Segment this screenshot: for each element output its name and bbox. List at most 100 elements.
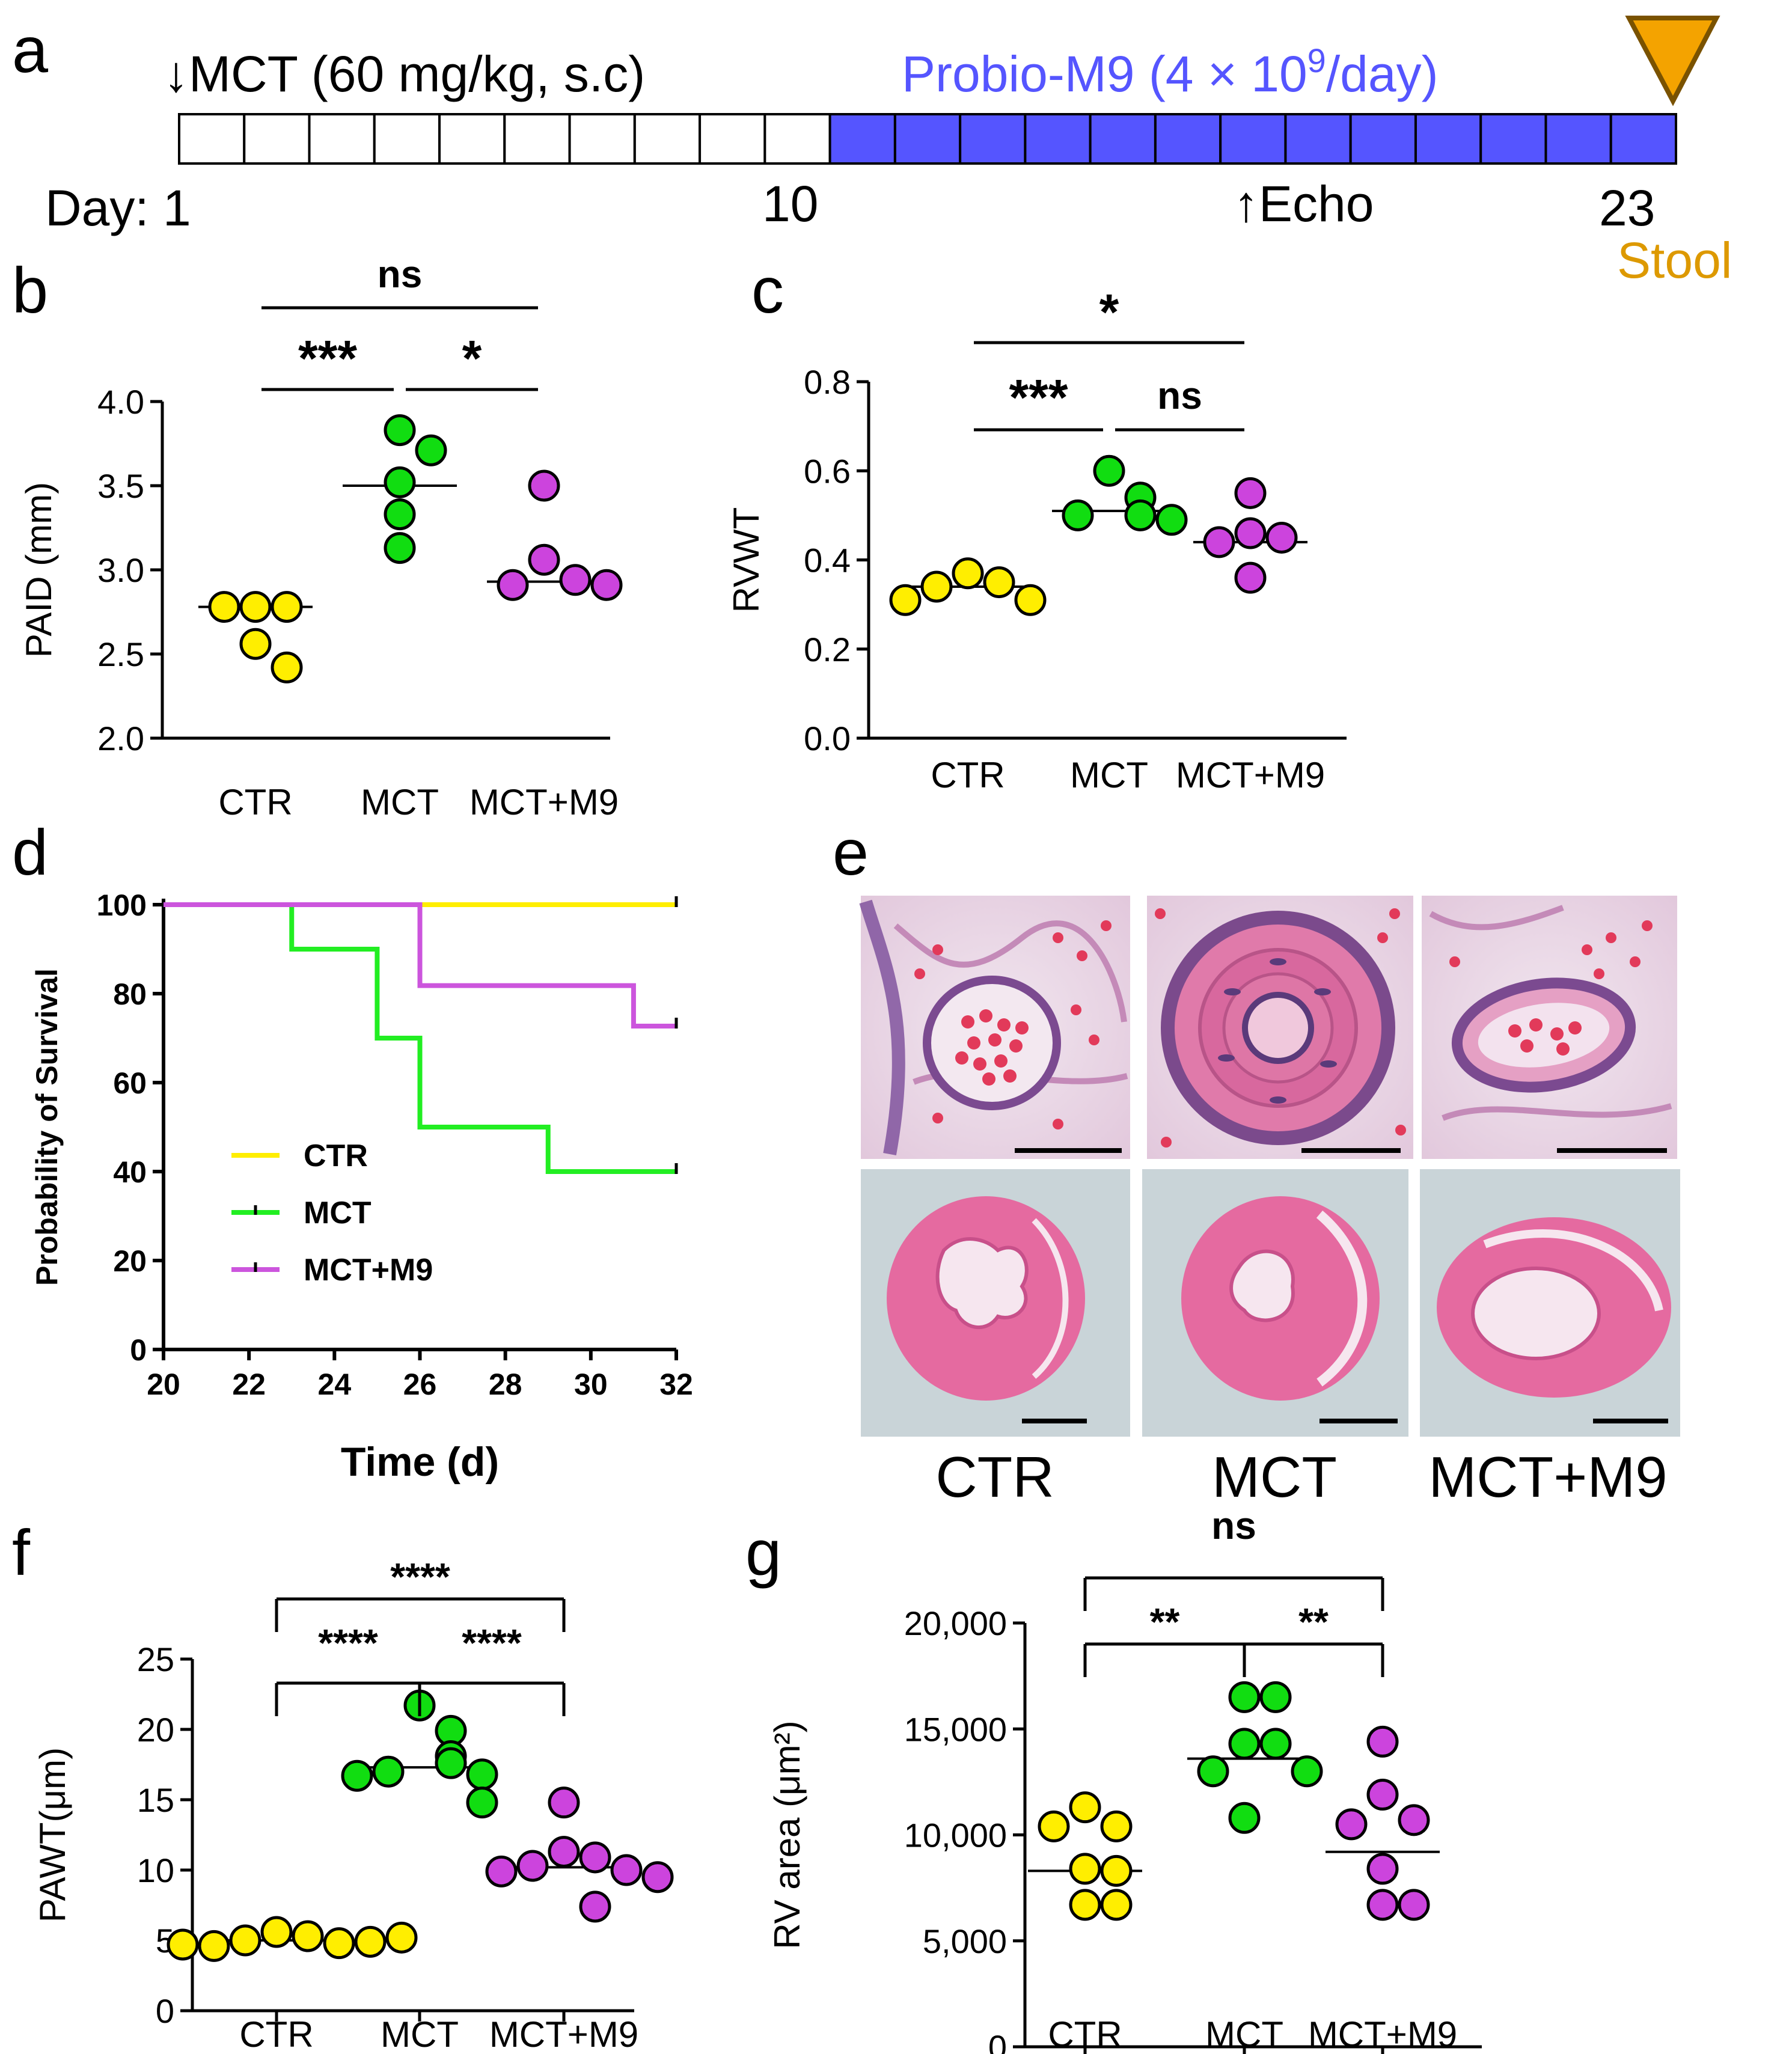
timeline-cell — [1414, 113, 1482, 165]
significance-label: ns — [1211, 1504, 1256, 1547]
scale-bar — [1301, 1148, 1401, 1153]
data-point — [384, 466, 416, 498]
data-point — [641, 1861, 674, 1894]
data-point — [548, 1787, 580, 1819]
survival-curve — [164, 902, 676, 1029]
x-tick-label: 32 — [659, 1368, 693, 1401]
significance-label: **** — [318, 1621, 378, 1664]
y-tick-label: 0 — [988, 2028, 1007, 2054]
timeline-cell — [828, 113, 896, 165]
data-point — [384, 498, 416, 531]
x-tick-label: 24 — [318, 1368, 352, 1401]
y-tick-label: 25 — [137, 1640, 174, 1678]
timeline-cell — [503, 113, 571, 165]
significance-label: *** — [298, 330, 357, 387]
timeline-cell — [699, 113, 766, 165]
x-tick-label: 28 — [489, 1368, 522, 1401]
data-point — [1398, 1804, 1430, 1836]
significance-label: ** — [1298, 1600, 1329, 1643]
panel-label-f: f — [12, 1516, 31, 1589]
y-axis-label: RV area (μm²) — [767, 1720, 807, 1949]
significance-label: ns — [378, 252, 423, 296]
data-point — [1398, 1889, 1430, 1921]
data-point — [1335, 1808, 1368, 1841]
timeline-cell — [1479, 113, 1547, 165]
data-point — [1069, 1853, 1101, 1885]
data-point — [271, 591, 303, 623]
y-tick-label: 20,000 — [904, 1604, 1007, 1642]
data-point — [548, 1836, 580, 1868]
data-point — [167, 1928, 199, 1961]
data-point — [1155, 504, 1188, 536]
stool-marker-icon — [1625, 16, 1720, 106]
data-point — [229, 1924, 261, 1957]
panel-label-g: g — [745, 1516, 781, 1589]
y-tick-label: 3.5 — [97, 467, 144, 505]
data-point — [198, 1930, 230, 1962]
data-point — [497, 569, 529, 601]
timeline-cell — [1349, 113, 1417, 165]
data-point — [1038, 1810, 1070, 1842]
timeline-cell — [308, 113, 376, 165]
data-point — [372, 1755, 405, 1788]
data-point — [1228, 1802, 1261, 1834]
data-point — [1228, 1681, 1261, 1713]
data-point — [1366, 1889, 1399, 1921]
data-point — [1100, 1889, 1133, 1921]
histology-heart-mct-m9 — [1420, 1169, 1680, 1437]
significance-label: *** — [1009, 369, 1068, 426]
x-tick-label: 30 — [574, 1368, 608, 1401]
histology-heart-mct — [1142, 1169, 1408, 1437]
timeline-cell — [959, 113, 1027, 165]
data-point — [1291, 1755, 1323, 1788]
data-point — [1234, 561, 1267, 594]
category-label: MCT+M9 — [1176, 755, 1325, 795]
y-tick-label: 2.5 — [97, 635, 144, 673]
histology-caption-ctr: CTR — [935, 1445, 1054, 1509]
timeline-cell — [568, 113, 636, 165]
y-tick-label: 80 — [113, 977, 147, 1011]
data-point — [415, 434, 447, 466]
panel-label-d: d — [12, 816, 48, 888]
significance-label: **** — [390, 1555, 450, 1598]
data-point — [341, 1759, 373, 1792]
data-point — [528, 469, 560, 502]
significance-label: ns — [1157, 374, 1202, 417]
data-point — [323, 1927, 355, 1960]
data-point — [1203, 526, 1235, 558]
significance-label: * — [462, 330, 482, 387]
data-point — [1259, 1728, 1292, 1760]
panel-label-b: b — [12, 254, 48, 326]
mct-injection-label: ↓MCT (60 mg/kg, s.c) — [164, 46, 645, 102]
histology-caption-mct-m9: MCT+M9 — [1428, 1445, 1667, 1509]
x-tick-label: 26 — [403, 1368, 437, 1401]
day-23-label: 23 — [1599, 180, 1655, 236]
y-tick-label: 0.6 — [804, 452, 851, 490]
timeline-cell — [633, 113, 702, 165]
data-point — [1366, 1779, 1399, 1811]
histology-caption-mct: MCT — [1212, 1445, 1337, 1509]
scale-bar — [1015, 1148, 1122, 1153]
data-point — [1069, 1791, 1101, 1824]
timeline-cell — [1284, 113, 1352, 165]
x-tick-label: 20 — [147, 1368, 180, 1401]
category-label: CTR — [218, 782, 292, 822]
day-start-label: Day: 1 — [45, 180, 191, 236]
data-point — [1259, 1681, 1292, 1713]
chart-c: 0.0 0.2 0.4 0.6 0.8 CTR MCT MCT+M9 RVWT *** ns * — [726, 284, 1347, 795]
legend-label: MCT — [304, 1196, 372, 1230]
survival-curve — [164, 902, 676, 1174]
data-point — [1228, 1728, 1261, 1760]
data-point — [579, 1890, 611, 1923]
data-point — [952, 557, 984, 590]
data-point — [1366, 1725, 1399, 1758]
histology-lung-mct — [1147, 896, 1413, 1159]
panel-label-e: e — [833, 816, 869, 888]
category-label: MCT — [1070, 755, 1148, 795]
data-point — [1014, 584, 1047, 616]
data-point — [435, 1747, 467, 1779]
y-tick-label: 0 — [130, 1333, 147, 1367]
